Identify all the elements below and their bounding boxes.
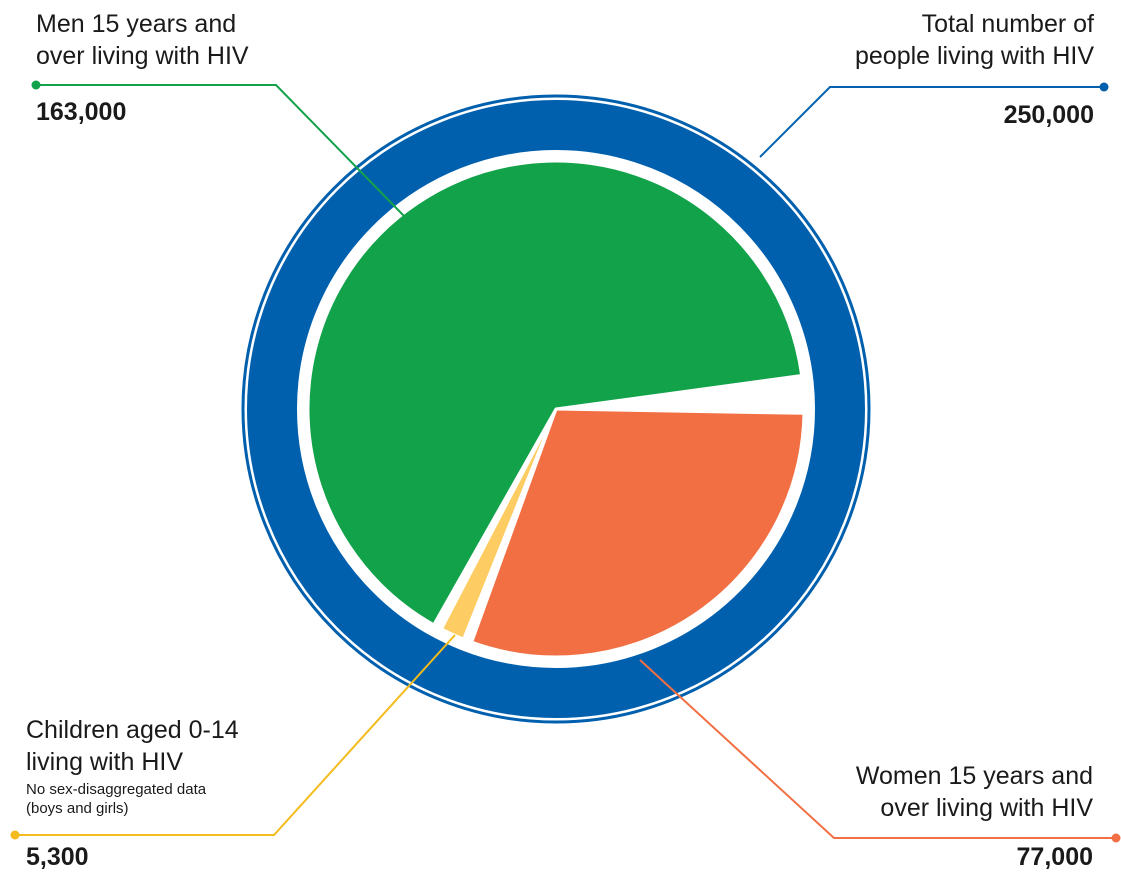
total-ring-outer-line	[241, 94, 871, 724]
total-label-line2: people living with HIV	[854, 42, 1094, 70]
children-value: 5,300	[26, 843, 89, 871]
men-leader-dot	[31, 80, 41, 90]
men-label-line2: over living with HIV	[36, 42, 249, 70]
women-value: 77,000	[1016, 843, 1093, 871]
total-label-line1: Total number of	[921, 10, 1094, 38]
total-ring-layer	[241, 94, 871, 724]
total-leader-line	[759, 86, 1104, 158]
women-slice	[470, 407, 806, 659]
children-leader-line	[15, 634, 456, 836]
children-note-line1: No sex-disaggregated data	[26, 781, 207, 798]
total-leader-dot	[1099, 82, 1109, 92]
men-label: Men 15 years and over living with HIV	[36, 8, 249, 72]
men-value: 163,000	[36, 98, 127, 126]
women-leader-dot	[1111, 833, 1121, 843]
children-note-line2: (boys and girls)	[26, 800, 129, 817]
women-label: Women 15 years and over living with HIV	[773, 760, 1093, 824]
total-label: Total number of people living with HIV	[774, 8, 1094, 72]
women-leader-line	[639, 659, 1116, 839]
leader-layer	[10, 80, 1121, 843]
men-leader-line	[36, 84, 406, 218]
total-value: 250,000	[1003, 101, 1094, 129]
total-ring	[247, 100, 865, 718]
children-note: No sex-disaggregated data (boys and girl…	[26, 780, 206, 818]
children-label: Children aged 0-14 living with HIV	[26, 714, 239, 778]
children-slice	[439, 407, 558, 641]
slice-layer	[306, 159, 806, 659]
children-label-line1: Children aged 0-14	[26, 716, 239, 744]
children-label-line2: living with HIV	[26, 748, 183, 776]
men-label-line1: Men 15 years and	[36, 10, 237, 38]
women-label-line1: Women 15 years and	[855, 762, 1093, 790]
children-leader-dot	[10, 830, 20, 840]
women-label-line2: over living with HIV	[880, 794, 1093, 822]
men-slice	[306, 159, 804, 627]
